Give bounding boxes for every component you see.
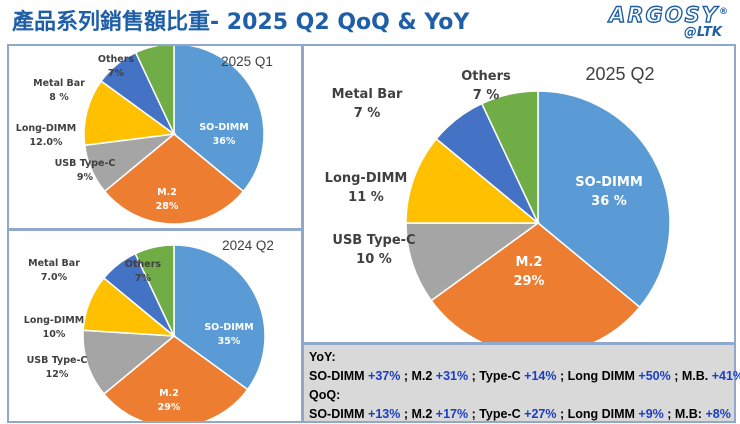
yoy-item-so-dimm: SO-DIMM xyxy=(309,369,369,383)
separator: ; xyxy=(670,369,682,383)
pie-slice-2025-q2-so-dimm xyxy=(537,90,671,309)
logo-registered-mark: ® xyxy=(719,7,730,17)
pie-chart-2024-q2: 2024 Q2 SO-DIMM 35% M.2 29% USB Type-C 12% Long… xyxy=(24,238,274,421)
pie-slice-2025-q1-others xyxy=(134,46,175,135)
pie-value-2025-q2-others: 7 % xyxy=(473,88,500,103)
yoy-line: SO-DIMM +37% ; M.2 +31% ; Type-C +14% ; … xyxy=(309,367,740,386)
chart-title-2024-q2: 2024 Q2 xyxy=(222,238,274,253)
yoy-change-m-2: +31% xyxy=(435,369,469,383)
yoy-change-long-dimm: +50% xyxy=(638,369,671,383)
yoy-change-type-c: +14% xyxy=(524,369,557,383)
pie-label-2024-q2-long-dimm: Long-DIMM xyxy=(24,315,84,326)
logo-main-text: ARGOSY xyxy=(608,2,719,27)
pie-label-2024-q2-m-2: M.2 xyxy=(159,388,179,399)
separator: ; xyxy=(556,369,568,383)
chart-title-2025-q1: 2025 Q1 xyxy=(221,54,273,69)
separator: ; xyxy=(556,407,568,421)
pie-slice-2025-q1-m-2 xyxy=(103,133,245,225)
pie-value-2025-q2-so-dimm: 36 % xyxy=(591,194,627,209)
separator: ; xyxy=(400,369,412,383)
pie-slice-2025-q2-usb-type-c xyxy=(405,222,541,302)
pie-value-2025-q1-others: 7% xyxy=(108,68,125,79)
growth-summary: YoY: SO-DIMM +37% ; M.2 +31% ; Type-C +1… xyxy=(302,343,740,424)
page-title: 產品系列銷售額比重- 2025 Q2 QoQ & YoY xyxy=(12,10,470,35)
pie-label-2024-q2-usb-type-c: USB Type-C xyxy=(27,355,88,366)
qoq-change-so-dimm: +13% xyxy=(368,407,401,421)
pie-label-2025-q1-m-2: M.2 xyxy=(157,187,177,198)
qoq-change-m-b: +8% xyxy=(705,407,731,421)
qoq-item-m-b: M.B: xyxy=(674,407,706,421)
pie-label-2024-q2-others: Others xyxy=(125,259,162,270)
pie-value-2025-q2-m-2: 29% xyxy=(513,274,544,289)
pie-label-2025-q1-others: Others xyxy=(98,54,135,65)
yoy-heading: YoY: xyxy=(309,350,336,364)
pie-value-2024-q2-others: 7% xyxy=(135,273,152,284)
pie-value-2024-q2-so-dimm: 35% xyxy=(218,336,241,347)
pie-slice-2024-q2-so-dimm xyxy=(173,244,266,391)
yoy-item-long-dimm: Long DIMM xyxy=(567,369,639,383)
qoq-item-m-2: M.2 xyxy=(411,407,436,421)
qoq-line: SO-DIMM +13% ; M.2 +17% ; Type-C +27% ; … xyxy=(309,405,731,424)
pie-label-2025-q1-usb-type-c: USB Type-C xyxy=(55,158,116,169)
pie-value-2024-q2-metal-bar: 7.0% xyxy=(41,272,68,283)
qoq-change-m-2: +17% xyxy=(435,407,469,421)
separator: ; xyxy=(663,407,675,421)
qoq-item-so-dimm: SO-DIMM xyxy=(309,407,369,421)
yoy-change-so-dimm: +37% xyxy=(368,369,401,383)
argosy-logo: ARGOSY® @LTK xyxy=(608,2,730,40)
pie-value-2024-q2-long-dimm: 10% xyxy=(43,329,66,340)
logo-wordmark: ARGOSY® xyxy=(608,2,730,27)
pie-label-2025-q2-so-dimm: SO-DIMM xyxy=(575,175,643,190)
qoq-item-type-c: Type-C xyxy=(479,407,525,421)
pie-label-2025-q1-long-dimm: Long-DIMM xyxy=(16,123,76,134)
pie-panel-2024-q2: 2024 Q2 SO-DIMM 35% M.2 29% USB Type-C 12% Long… xyxy=(7,229,303,423)
pie-chart-2025-q1: 2025 Q1 SO-DIMM 36% M.2 28% USB Type-C 9% Long-… xyxy=(16,46,273,225)
yoy-item-m-2: M.2 xyxy=(411,369,436,383)
separator: ; xyxy=(400,407,412,421)
chart-title-2025-q2: 2025 Q2 xyxy=(585,64,654,84)
pie-slice-2025-q2-m-2 xyxy=(430,222,641,342)
pie-label-2025-q2-long-dimm: Long-DIMM xyxy=(325,171,408,186)
pie-label-2024-q2-metal-bar: Metal Bar xyxy=(28,258,80,269)
pie-value-2025-q1-metal-bar: 8 % xyxy=(49,92,69,103)
logo-subtext: @LTK xyxy=(683,25,722,40)
pie-value-2025-q1-so-dimm: 36% xyxy=(213,136,236,147)
pie-slice-2024-q2-m-2 xyxy=(102,335,249,421)
pie-slice-2024-q2-others xyxy=(134,244,175,337)
yoy-item-type-c: Type-C xyxy=(479,369,525,383)
pie-value-2025-q2-usb-type-c: 10 % xyxy=(356,252,392,267)
pie-value-2025-q1-usb-type-c: 9% xyxy=(77,172,94,183)
pie-label-2025-q2-others: Others xyxy=(461,69,511,84)
qoq-heading: QoQ: xyxy=(309,388,341,402)
pie-panel-2025-q1: 2025 Q1 SO-DIMM 36% M.2 28% USB Type-C 9% Long-… xyxy=(7,44,303,230)
yoy-change-m-b: +41% xyxy=(711,369,740,383)
pie-label-2025-q2-usb-type-c: USB Type-C xyxy=(332,233,415,248)
pie-value-2024-q2-usb-type-c: 12% xyxy=(46,369,69,380)
pie-value-2025-q2-metal-bar: 7 % xyxy=(354,106,381,121)
pie-panel-2025-q2: 2025 Q2 SO-DIMM 36 % M.2 29% USB Type-C 10 % Lo… xyxy=(302,44,736,344)
pie-label-2025-q1-so-dimm: SO-DIMM xyxy=(199,122,248,133)
pie-label-2025-q2-m-2: M.2 xyxy=(516,255,543,270)
pie-slice-2025-q2-others xyxy=(480,90,539,224)
pie-value-2025-q2-long-dimm: 11 % xyxy=(348,190,384,205)
pie-label-2025-q2-metal-bar: Metal Bar xyxy=(332,87,403,102)
pie-value-2024-q2-m-2: 29% xyxy=(158,402,181,413)
separator: ; xyxy=(468,407,480,421)
pie-value-2025-q1-m-2: 28% xyxy=(156,201,179,212)
pie-slice-2024-q2-usb-type-c xyxy=(82,329,176,396)
pie-chart-2025-q2: 2025 Q2 SO-DIMM 36 % M.2 29% USB Type-C 10 % Lo… xyxy=(325,64,671,342)
pie-slice-2025-q1-so-dimm xyxy=(173,46,265,193)
pie-label-2025-q1-metal-bar: Metal Bar xyxy=(33,78,85,89)
pie-value-2025-q1-long-dimm: 12.0% xyxy=(30,137,63,148)
yoy-item-m-b: M.B. xyxy=(681,369,712,383)
qoq-change-long-dimm: +9% xyxy=(638,407,664,421)
qoq-item-long-dimm: Long DIMM xyxy=(567,407,639,421)
pie-slice-2025-q1-long-dimm xyxy=(83,80,176,147)
pie-slice-2025-q2-long-dimm xyxy=(405,137,541,224)
pie-label-2024-q2-so-dimm: SO-DIMM xyxy=(204,322,253,333)
qoq-change-type-c: +27% xyxy=(524,407,557,421)
separator: ; xyxy=(468,369,480,383)
